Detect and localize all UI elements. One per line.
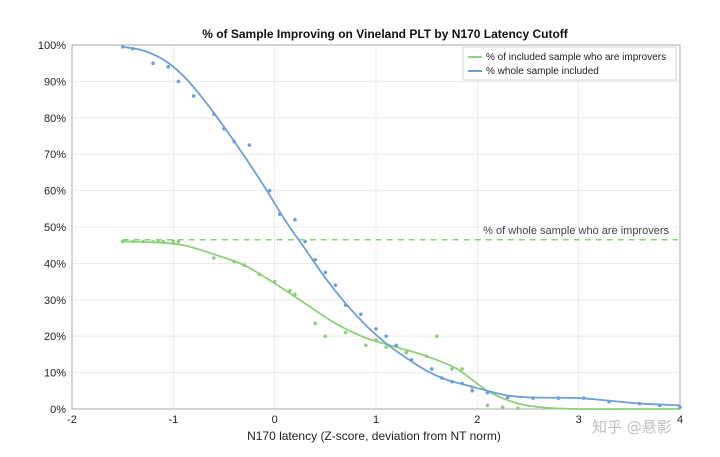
annotation-whole-sample-improvers: % of whole sample who are improvers [483, 225, 669, 237]
point-improvers [176, 239, 181, 244]
point-improvers [384, 345, 388, 349]
point-improvers [460, 367, 464, 371]
y-tick-label: 20% [44, 331, 66, 343]
plot-frame [71, 44, 681, 410]
x-tick-label: 4 [677, 414, 683, 426]
point-improvers [500, 405, 505, 409]
x-tick-label: 3 [576, 414, 582, 426]
x-tick-label: 1 [373, 414, 379, 426]
x-axis-ticks: -2 -1 0 1 2 3 4 [67, 414, 683, 426]
point-improvers [323, 334, 328, 339]
legend-label-improvers: % of included sample who are improvers [486, 52, 666, 63]
point-whole-sample [166, 65, 171, 69]
series-layer [120, 45, 682, 411]
y-tick-label: 60% [44, 186, 66, 198]
y-tick-label: 70% [44, 149, 66, 161]
legend-label-whole-sample: % whole sample included [486, 66, 599, 77]
point-whole-sample [176, 79, 181, 84]
y-tick-label: 100% [38, 40, 66, 52]
point-whole-sample [313, 257, 318, 262]
y-tick-label: 0% [50, 404, 66, 416]
x-tick-label: -1 [168, 414, 178, 426]
y-tick-label: 40% [44, 258, 66, 270]
point-improvers [450, 367, 454, 371]
y-tick-label: 90% [44, 76, 66, 88]
y-tick-label: 30% [44, 295, 66, 307]
point-improvers [343, 330, 348, 335]
chart-title: % of Sample Improving on Vineland PLT by… [202, 27, 569, 41]
series-line-whole-sample [122, 45, 681, 407]
point-improvers [171, 239, 176, 244]
point-improvers [313, 321, 318, 326]
plot-border [71, 44, 681, 410]
point-whole-sample [333, 283, 338, 288]
legend: % of included sample who are improvers %… [462, 46, 677, 81]
point-whole-sample [374, 327, 378, 331]
point-improvers [404, 350, 409, 355]
point-whole-sample [678, 405, 682, 409]
point-whole-sample [247, 143, 252, 147]
point-whole-sample [293, 217, 297, 222]
point-improvers [212, 256, 216, 260]
x-tick-label: 2 [474, 414, 480, 426]
point-whole-sample [429, 367, 434, 371]
point-improvers [485, 403, 490, 408]
x-tick-label: 0 [272, 414, 278, 426]
legend-box [462, 46, 677, 81]
point-improvers [435, 334, 439, 339]
point-whole-sample [384, 334, 388, 339]
x-axis-label: N170 latency (Z-score, deviation from NT… [247, 429, 501, 443]
y-axis-ticks: 0% 10% 20% 30% 40% 50% 60% 70% 80% 90% 100% [38, 40, 66, 416]
point-whole-sample [267, 188, 272, 193]
y-tick-label: 80% [44, 113, 66, 125]
point-whole-sample [151, 61, 155, 65]
point-whole-sample [394, 343, 399, 348]
point-improvers [364, 343, 368, 348]
series-line-improvers [122, 240, 680, 410]
x-tick-label: -2 [67, 414, 77, 426]
point-improvers [288, 288, 292, 293]
point-whole-sample [191, 94, 196, 98]
point-whole-sample [359, 312, 363, 317]
point-improvers [516, 406, 520, 411]
point-whole-sample [470, 389, 475, 393]
y-tick-label: 10% [44, 368, 66, 380]
point-whole-sample [303, 239, 307, 244]
y-tick-label: 50% [44, 222, 66, 234]
watermark: 知乎 @悬影 [592, 418, 672, 436]
point-whole-sample [323, 270, 328, 275]
